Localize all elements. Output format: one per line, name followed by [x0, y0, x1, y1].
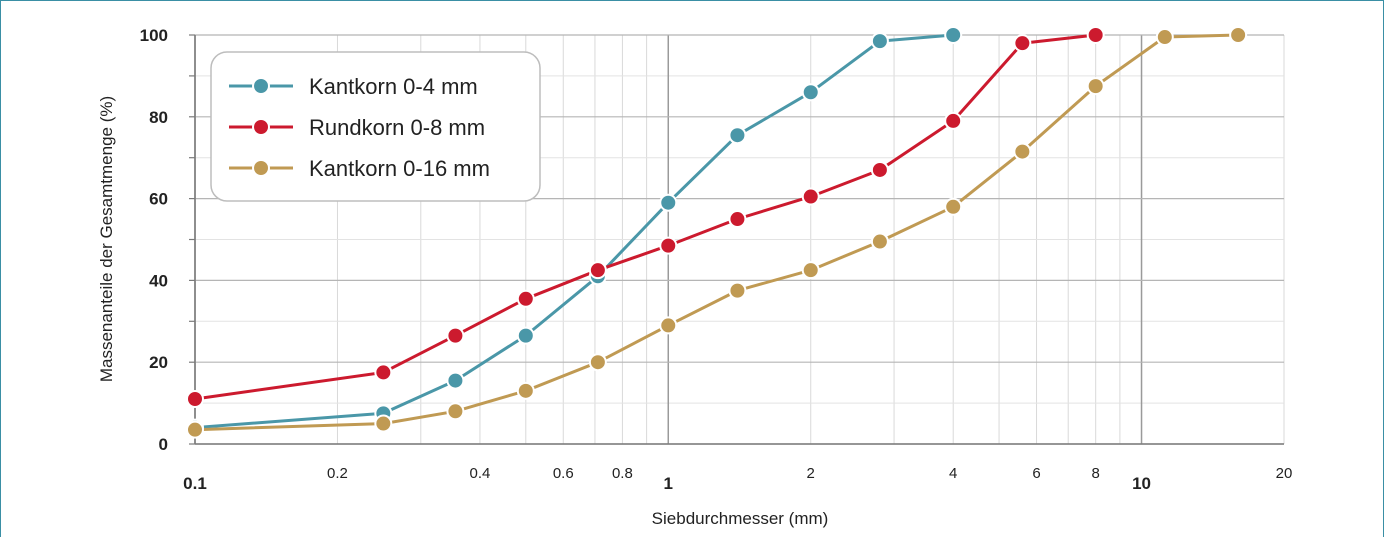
y-tick-label: 60 — [149, 190, 168, 209]
series-3-point — [374, 414, 393, 433]
series-3-point — [186, 420, 204, 439]
series-3-point — [1086, 77, 1105, 96]
series-3-point — [1155, 28, 1174, 47]
series-1-point — [870, 32, 889, 51]
series-2-point — [186, 390, 204, 409]
x-tick-label: 20 — [1276, 465, 1293, 482]
x-axis-label: Siebdurchmesser (mm) — [652, 509, 829, 528]
y-tick-label: 80 — [149, 108, 168, 127]
x-tick-label: 0.4 — [470, 465, 491, 482]
series-1-point — [659, 193, 678, 212]
x-tick-labels: 0.1 0.2 0.4 0.6 0.8 1 2 4 6 8 10 20 — [183, 465, 1292, 493]
legend-label: Kantkorn 0-16 mm — [309, 156, 490, 181]
x-tick-label: 0.8 — [612, 465, 633, 482]
series-2-point — [659, 236, 678, 255]
x-tick-label: 10 — [1132, 474, 1151, 493]
series-line-1 — [194, 33, 954, 430]
y-tick-label: 100 — [140, 26, 168, 45]
series-2-point — [446, 326, 465, 345]
series-1-point — [728, 126, 747, 145]
y-tick-label: 0 — [159, 435, 168, 454]
y-tick-label: 40 — [149, 271, 168, 290]
series-3-point — [728, 281, 747, 300]
series-1-point — [446, 371, 465, 390]
series-line-3 — [194, 33, 1239, 432]
series-2-point — [1013, 34, 1032, 53]
series-line-2 — [194, 33, 1096, 401]
x-tick-label: 0.1 — [183, 474, 207, 493]
minor-gridlines — [195, 35, 1285, 444]
x-tick-label: 1 — [664, 474, 673, 493]
series-2-point — [870, 160, 889, 179]
series-2-point — [944, 111, 963, 130]
legend-marker — [252, 159, 270, 177]
legend-marker — [252, 118, 270, 136]
series-2-point — [516, 289, 535, 308]
series-layer — [186, 26, 1248, 439]
axes — [189, 34, 1284, 445]
series-2-point — [728, 210, 747, 229]
series-3-point — [944, 197, 963, 216]
x-tick-label: 8 — [1091, 465, 1099, 482]
series-3-point — [870, 232, 889, 251]
y-tick-labels: 0 20 40 60 80 100 — [140, 26, 168, 454]
legend-label: Rundkorn 0-8 mm — [309, 115, 485, 140]
legend-marker — [252, 77, 270, 95]
legend: Kantkorn 0-4 mm Rundkorn 0-8 mm Kantkorn 0… — [210, 51, 541, 202]
legend-label: Kantkorn 0-4 mm — [309, 74, 478, 99]
series-3-point — [1229, 26, 1248, 44]
series-1-point — [516, 326, 535, 345]
y-axis-label: Massenanteile der Gesamtmenge (%) — [97, 96, 116, 382]
series-2-point — [374, 363, 393, 382]
x-tick-label: 0.6 — [553, 465, 574, 482]
legend-box — [210, 51, 541, 202]
x-tick-label: 2 — [807, 465, 815, 482]
x-tick-label: 0.2 — [327, 465, 348, 482]
series-3-point — [588, 353, 607, 372]
x-tick-label: 6 — [1032, 465, 1040, 482]
series-3-point — [446, 402, 465, 421]
series-3-point — [516, 381, 535, 400]
series-2-point — [1086, 26, 1105, 44]
x-tick-label: 4 — [949, 465, 957, 482]
series-2-point — [801, 187, 820, 206]
series-3-point — [659, 316, 678, 335]
series-2-point — [588, 261, 607, 280]
series-3-point — [801, 261, 820, 280]
series-1-point — [944, 26, 963, 44]
series-1-point — [801, 83, 820, 102]
series-3-point — [1013, 142, 1032, 161]
y-tick-label: 20 — [149, 353, 168, 372]
